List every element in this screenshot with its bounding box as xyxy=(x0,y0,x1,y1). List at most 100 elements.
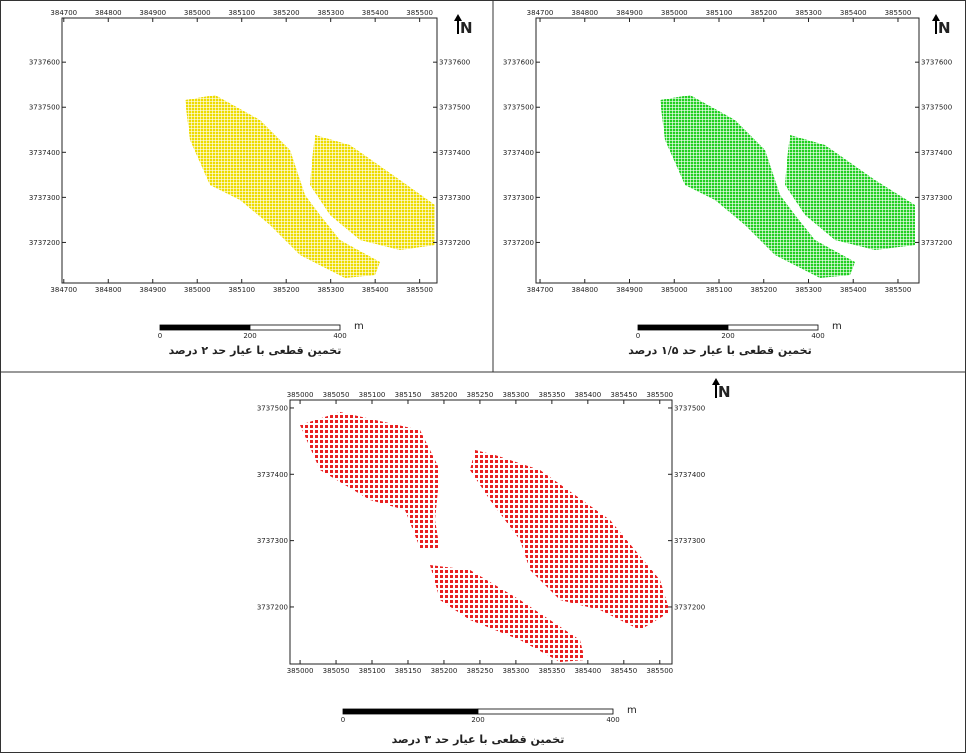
x-tick-label: 385050 xyxy=(323,391,350,399)
scale-bar-segment xyxy=(249,324,341,331)
x-tick-label: 385050 xyxy=(323,667,350,675)
x-tick-label: 385400 xyxy=(362,286,389,294)
north-arrow-head xyxy=(712,378,720,385)
scale-unit: m xyxy=(627,705,637,716)
x-tick-label: 385100 xyxy=(359,391,386,399)
zone xyxy=(660,95,855,278)
x-tick-label: 385200 xyxy=(750,286,777,294)
scale-label: 0 xyxy=(341,716,345,724)
y-tick-label: 3737500 xyxy=(29,104,60,112)
y-tick-label: 3737300 xyxy=(503,194,534,202)
y-tick-label: 3737500 xyxy=(921,104,952,112)
y-tick-label: 3737600 xyxy=(503,59,534,67)
x-tick-label: 385000 xyxy=(661,9,688,17)
north-label: N xyxy=(718,383,731,401)
y-tick-label: 3737400 xyxy=(921,149,952,157)
x-tick-label: 385300 xyxy=(503,391,530,399)
y-tick-label: 3737600 xyxy=(29,59,60,67)
x-tick-label: 385300 xyxy=(795,286,822,294)
x-tick-label: 385000 xyxy=(287,391,314,399)
zone xyxy=(470,450,670,630)
y-tick-label: 3737500 xyxy=(257,404,288,412)
y-tick-label: 3737200 xyxy=(674,603,705,611)
x-tick-label: 385500 xyxy=(406,9,433,17)
north-label: N xyxy=(938,19,951,37)
x-tick-label: 385500 xyxy=(646,667,673,675)
x-tick-label: 385500 xyxy=(885,286,912,294)
y-tick-label: 3737400 xyxy=(439,149,470,157)
y-tick-label: 3737200 xyxy=(257,603,288,611)
x-tick-label: 385400 xyxy=(362,9,389,17)
x-tick-label: 385400 xyxy=(574,667,601,675)
x-tick-label: 385200 xyxy=(273,286,300,294)
scale-label: 200 xyxy=(471,716,484,724)
scale-label: 200 xyxy=(721,332,734,340)
scale-label: 400 xyxy=(606,716,619,724)
zone xyxy=(300,412,440,550)
y-tick-label: 3737600 xyxy=(439,59,470,67)
x-tick-label: 385100 xyxy=(228,9,255,17)
x-tick-label: 385200 xyxy=(431,667,458,675)
scale-unit: m xyxy=(354,321,364,332)
x-tick-label: 384800 xyxy=(95,9,122,17)
caption: تخمین قطعی با عیار حد ۱/۵ درصد xyxy=(628,344,812,357)
y-tick-label: 3737200 xyxy=(439,239,470,247)
x-tick-label: 385400 xyxy=(840,286,867,294)
y-tick-label: 3737600 xyxy=(921,59,952,67)
x-tick-label: 385000 xyxy=(184,9,211,17)
x-tick-label: 385400 xyxy=(840,9,867,17)
deposit-red xyxy=(300,412,670,662)
deposit-green xyxy=(660,95,915,278)
x-tick-label: 384800 xyxy=(571,9,598,17)
x-tick-label: 385350 xyxy=(538,391,565,399)
scale-label: 200 xyxy=(243,332,256,340)
north-label: N xyxy=(460,19,473,37)
y-tick-label: 3737300 xyxy=(439,194,470,202)
north-arrow-head xyxy=(932,14,940,21)
x-tick-label: 385500 xyxy=(885,9,912,17)
x-tick-label: 385500 xyxy=(646,391,673,399)
map-frame xyxy=(535,17,920,284)
x-tick-label: 385150 xyxy=(395,391,422,399)
x-tick-label: 385250 xyxy=(467,391,494,399)
zone xyxy=(785,135,915,250)
x-tick-label: 384700 xyxy=(527,286,554,294)
y-tick-label: 3737400 xyxy=(29,149,60,157)
x-tick-label: 385300 xyxy=(795,9,822,17)
x-tick-label: 385350 xyxy=(538,667,565,675)
scale-bar-segment xyxy=(342,708,479,715)
caption: تخمین قطعی با عیار حد ۳ درصد xyxy=(392,733,565,746)
x-tick-label: 385100 xyxy=(228,286,255,294)
x-tick-label: 384900 xyxy=(616,9,643,17)
x-tick-label: 385150 xyxy=(395,667,422,675)
x-tick-label: 384700 xyxy=(527,9,554,17)
y-tick-label: 3737400 xyxy=(674,471,705,479)
scale-bar-segment xyxy=(727,324,819,331)
y-tick-label: 3737300 xyxy=(921,194,952,202)
scale-label: 400 xyxy=(333,332,346,340)
x-tick-label: 384900 xyxy=(139,9,166,17)
x-tick-label: 385200 xyxy=(431,391,458,399)
x-tick-label: 385000 xyxy=(287,667,314,675)
scale-unit: m xyxy=(832,321,842,332)
x-tick-label: 385250 xyxy=(467,667,494,675)
x-tick-label: 385100 xyxy=(706,286,733,294)
y-tick-label: 3737200 xyxy=(29,239,60,247)
scale-bar-segment xyxy=(477,708,614,715)
y-tick-label: 3737300 xyxy=(29,194,60,202)
x-tick-label: 385200 xyxy=(273,9,300,17)
y-tick-label: 3737300 xyxy=(674,537,705,545)
map-frame xyxy=(289,399,673,665)
map-frame xyxy=(61,17,438,284)
x-tick-label: 385500 xyxy=(406,286,433,294)
scale-label: 0 xyxy=(158,332,162,340)
caption: تخمین قطعی با عیار حد ۲ درصد xyxy=(169,344,342,357)
x-tick-label: 384700 xyxy=(50,9,77,17)
y-tick-label: 3737500 xyxy=(439,104,470,112)
x-tick-label: 385100 xyxy=(706,9,733,17)
x-tick-label: 385100 xyxy=(359,667,386,675)
scale-label: 400 xyxy=(811,332,824,340)
y-tick-label: 3737200 xyxy=(921,239,952,247)
